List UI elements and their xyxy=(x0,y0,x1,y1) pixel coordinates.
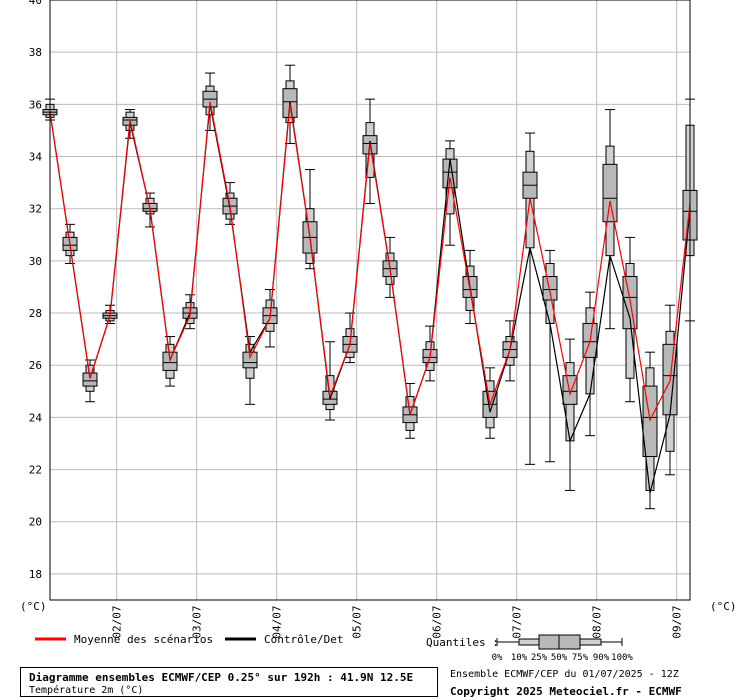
x-tick-label: 07/07 xyxy=(511,605,524,638)
qlegend-tick: 100% xyxy=(611,653,633,663)
x-tick-label: 05/07 xyxy=(351,605,364,638)
box-90 xyxy=(642,351,658,510)
y-axis-label-right: (°C) xyxy=(710,600,737,613)
y-tick-label: 30 xyxy=(29,255,42,268)
x-tick-label: 08/07 xyxy=(591,605,604,638)
grid xyxy=(50,0,690,600)
boxplot-series xyxy=(42,64,698,510)
x-axis-tick-labels: 02/07 03/07 04/07 05/07 06/07 07/07 08/07 09/07 xyxy=(111,605,684,638)
box-6 xyxy=(82,359,98,403)
y-tick-label: 32 xyxy=(29,203,42,216)
chart-title: Diagramme ensembles ECMWF/CEP 0.25° sur … xyxy=(29,671,414,684)
qlegend-tick: 90% xyxy=(593,653,610,663)
copyright: Copyright 2025 Meteociel.fr - ECMWF xyxy=(450,685,682,698)
y-tick-label: 24 xyxy=(29,411,43,424)
box-75 xyxy=(542,249,558,463)
ensemble-info: Ensemble ECMWF/CEP du 01/07/2025 - 12Z xyxy=(450,669,679,680)
x-tick-label: 04/07 xyxy=(271,605,284,638)
y-tick-label: 26 xyxy=(29,359,42,372)
legend: Moyenne des scénarios Contrôle/Det Quant… xyxy=(35,633,633,663)
y-tick-label: 22 xyxy=(29,464,42,477)
mean-line xyxy=(49,101,691,422)
box-p25-p75 xyxy=(542,276,558,301)
box-39 xyxy=(302,169,318,270)
y-tick-label: 38 xyxy=(29,46,42,59)
legend-control-label: Contrôle/Det xyxy=(264,633,343,646)
qlegend-tick: 25% xyxy=(531,653,548,663)
box-72 xyxy=(522,132,538,465)
title-box: Diagramme ensembles ECMWF/CEP 0.25° sur … xyxy=(20,667,438,697)
y-axis-tick-labels: 18 20 22 24 26 28 30 32 34 36 38 40 xyxy=(29,0,43,581)
qlegend-tick: 75% xyxy=(572,653,589,663)
box-45 xyxy=(342,312,358,364)
y-tick-label: 34 xyxy=(29,151,43,164)
y-tick-label: 18 xyxy=(29,568,42,581)
y-tick-label: 36 xyxy=(29,98,42,111)
box-p25-p75 xyxy=(82,372,98,387)
x-tick-label: 09/07 xyxy=(671,605,684,638)
line-series xyxy=(49,101,691,494)
x-tick-label: 02/07 xyxy=(111,605,124,638)
legend-mean-label: Moyenne des scénarios xyxy=(74,633,213,646)
x-tick-label: 03/07 xyxy=(191,605,204,638)
box-p25-p75 xyxy=(602,163,618,223)
qlegend-tick: 50% xyxy=(551,653,568,663)
chart-subtitle: Température 2m (°C) xyxy=(29,685,144,696)
legend-quantiles-label: Quantiles : xyxy=(426,636,499,649)
x-tick-label: 06/07 xyxy=(431,605,444,638)
qlegend-tick: 10% xyxy=(511,653,528,663)
box-p25-p75 xyxy=(562,375,578,405)
y-tick-label: 40 xyxy=(29,0,42,7)
y-tick-label: 20 xyxy=(29,516,42,529)
box-84 xyxy=(602,109,618,330)
legend-quantile-box: 0% 10% 25% 50% 75% 90% 100% xyxy=(492,634,633,663)
qlegend-tick: 0% xyxy=(492,653,503,663)
y-axis-label-left: (°C) xyxy=(20,600,47,613)
plot-frame xyxy=(49,0,691,601)
y-tick-label: 28 xyxy=(29,307,42,320)
